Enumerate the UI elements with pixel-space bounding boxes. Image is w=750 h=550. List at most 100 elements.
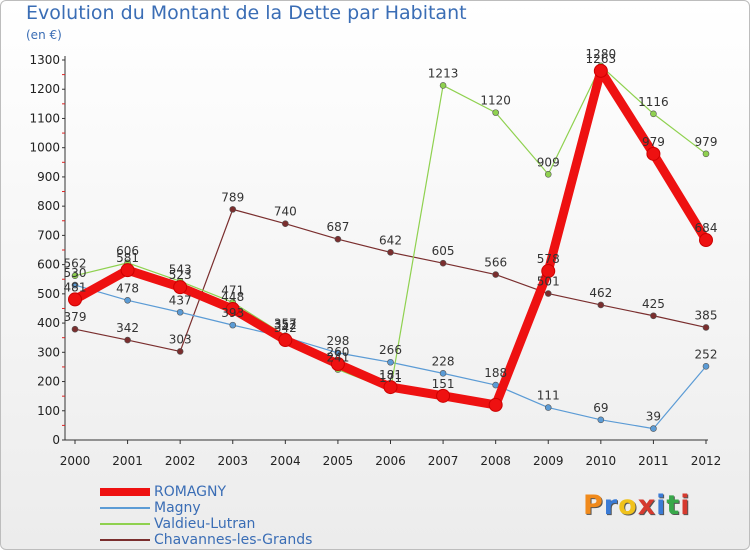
data-point-romagny [330,357,345,371]
data-label-magny: 478 [116,281,139,295]
data-point-chavannes-les-grands [229,206,237,213]
data-label-chavannes-les-grands: 789 [221,190,244,204]
data-point-chavannes-les-grands [492,271,499,278]
data-point-chavannes-les-grands [597,301,605,309]
data-point-chavannes-les-grands [702,324,710,331]
data-label-romagny: 181 [379,368,402,382]
x-tick-label: 2008 [480,454,511,468]
x-tick-label: 2005 [323,454,354,468]
x-tick-label: 2009 [533,454,564,468]
legend-label: Magny [154,500,201,516]
data-point-valdieu-lutran [71,272,79,280]
data-label-chavannes-les-grands: 462 [589,286,612,300]
y-tick-label: 0 [52,433,60,447]
data-label-magny: 437 [169,293,192,307]
data-point-romagny [699,233,713,248]
data-point-romagny [68,292,82,307]
y-tick-label: 500 [37,287,60,301]
data-label-magny: 393 [221,306,244,320]
chart-unit: (en €) [26,28,62,42]
data-label-magny: 69 [593,401,608,415]
data-label-magny: 228 [432,354,455,368]
legend-swatch [100,507,150,509]
data-label-chavannes-les-grands: 740 [274,205,297,219]
data-point-romagny [541,264,556,279]
y-tick-label: 700 [37,228,60,242]
data-label-romagny: 481 [64,280,87,294]
data-point-valdieu-lutran [702,150,710,158]
data-point-romagny [278,333,293,348]
data-point-romagny [383,380,398,395]
data-label-chavannes-les-grands: 566 [484,256,507,270]
data-label-chavannes-les-grands: 501 [537,275,560,289]
y-tick-label: 600 [37,258,60,272]
proxiti-logo: Proxiti [583,490,691,521]
data-label-chavannes-les-grands: 642 [379,233,402,247]
y-tick-label: 1200 [29,82,60,96]
data-label-valdieu-lutran: 543 [169,262,192,276]
data-label-magny: 266 [379,343,402,357]
data-label-romagny: 448 [221,290,244,304]
legend-swatch [100,523,150,525]
data-label-valdieu-lutran: 606 [116,244,139,258]
y-tick-label: 200 [37,375,60,389]
data-point-chavannes-les-grands [439,259,447,267]
data-label-valdieu-lutran: 1116 [638,95,669,109]
data-label-valdieu-lutran: 357 [274,317,297,331]
data-point-magny [124,296,131,304]
data-point-magny [597,416,605,424]
data-label-valdieu-lutran: 171 [379,371,402,385]
data-label-chavannes-les-grands: 385 [695,308,718,322]
y-tick-label: 1100 [29,111,60,125]
x-tick-label: 2004 [270,454,301,468]
data-point-chavannes-les-grands [387,249,394,256]
data-point-romagny [436,388,451,403]
x-tick-label: 2000 [60,454,91,468]
data-label-romagny: 260 [326,345,349,359]
data-label-romagny: 581 [116,251,139,265]
data-point-chavannes-les-grands [124,336,131,344]
data-label-romagny: 342 [274,321,297,335]
data-label-valdieu-lutran: 1120 [480,94,511,108]
data-label-magny: 252 [695,347,718,361]
data-label-valdieu-lutran: 562 [64,257,87,271]
data-label-valdieu-lutran: 979 [695,135,718,149]
data-point-romagny [120,263,135,278]
y-tick-label: 400 [37,316,60,330]
data-label-chavannes-les-grands: 342 [116,321,139,335]
data-point-magny [229,321,237,329]
legend-swatch [100,488,150,496]
data-point-romagny [593,63,608,78]
y-tick-label: 300 [37,345,60,359]
data-point-chavannes-les-grands [176,348,184,355]
data-point-magny [439,370,447,377]
data-point-chavannes-les-grands [334,235,342,243]
data-point-magny [544,404,552,411]
data-label-magny: 188 [484,366,507,380]
x-tick-label: 2011 [638,454,669,468]
x-tick-label: 2010 [586,454,617,468]
data-point-magny [650,425,657,432]
data-label-valdieu-lutran: 1280 [586,47,617,61]
data-label-romagny: 979 [642,135,665,149]
legend-swatch [100,539,150,541]
data-label-chavannes-les-grands: 605 [432,244,455,258]
data-point-chavannes-les-grands [650,312,657,320]
y-tick-label: 900 [37,170,60,184]
data-label-chavannes-les-grands: 687 [326,220,349,234]
legend-label: Valdieu-Lutran [154,516,256,532]
data-point-romagny [646,146,661,161]
x-tick-label: 2001 [112,454,143,468]
y-tick-label: 1300 [29,53,60,67]
data-label-valdieu-lutran: 241 [326,351,349,365]
x-tick-label: 2002 [165,454,196,468]
data-point-chavannes-les-grands [544,290,552,297]
data-label-magny: 530 [64,266,87,280]
data-point-chavannes-les-grands [71,325,79,333]
data-label-magny: 298 [326,334,349,348]
x-tick-label: 2003 [217,454,248,468]
data-label-magny: 39 [646,410,661,424]
data-point-magny [492,381,499,389]
data-point-romagny [488,397,503,412]
